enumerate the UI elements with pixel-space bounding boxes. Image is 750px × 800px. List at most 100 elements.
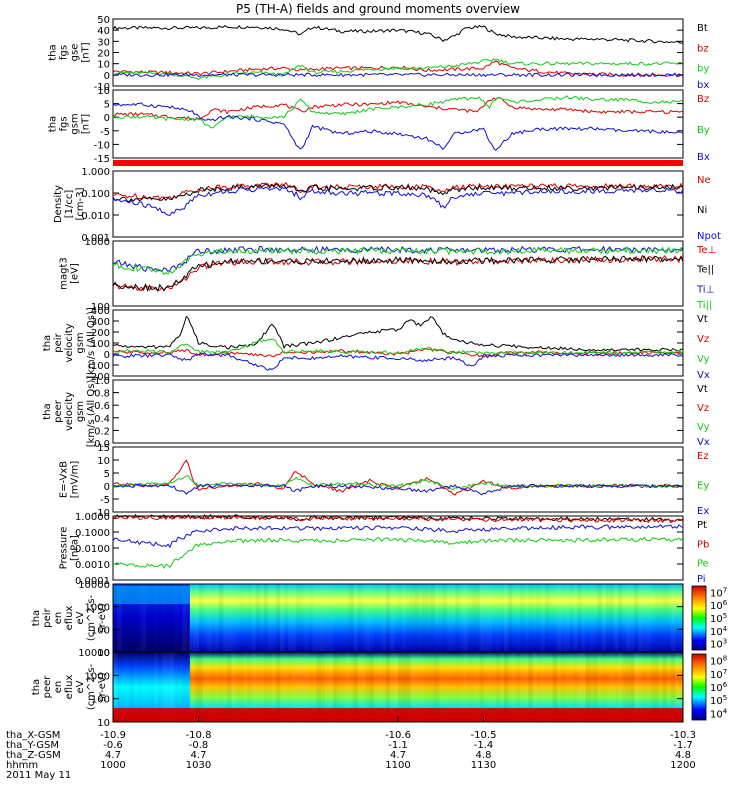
series-line-Pi <box>112 524 684 549</box>
y-axis-label: (cm^2-s- <box>86 594 97 641</box>
x-axis-row-label: tha_Z-GSM <box>6 750 61 761</box>
y-tick-label: 20 <box>97 49 110 60</box>
y-tick-label: 0.010 <box>81 211 110 222</box>
y-tick-label: 100 <box>91 339 110 350</box>
panel-peer_velocity: 1.0 0.80.6 0.40.2 0.0 tha peer velocity gsm [km/… <box>42 376 710 450</box>
spectrogram-column <box>540 652 546 722</box>
spectrogram-column <box>549 584 554 652</box>
spectrogram-active-region <box>189 584 683 652</box>
legend-entry: Vx <box>697 370 710 381</box>
legend-entry: by <box>697 64 709 75</box>
spectrogram-column <box>451 584 456 652</box>
series-line-Ni <box>112 183 684 203</box>
spectrogram-column <box>369 652 375 722</box>
colorbar-label: 106 <box>710 681 728 694</box>
spectrogram-column <box>402 652 407 722</box>
spectrogram-column <box>630 584 635 652</box>
spectrogram-column <box>500 584 505 652</box>
series-line-Pb <box>112 514 684 524</box>
x-axis-value: 1000 <box>100 760 125 771</box>
spectrogram-column <box>345 652 350 722</box>
figure-title: P5 (TH-A) fields and ground moments over… <box>236 2 520 16</box>
series-line-Ne <box>112 181 684 201</box>
y-axis-label: fgs <box>59 45 70 60</box>
panel-pressure: 1.0000 0.1000 0.0100 0.0010 0.0001 Pressure [n… <box>59 512 710 587</box>
spectrogram-column <box>650 584 655 652</box>
y-tick-label: -5 <box>100 495 110 506</box>
y-axis-label: tha <box>42 335 53 351</box>
y-tick-label: 400 <box>91 306 110 317</box>
spectrogram-column <box>239 584 244 652</box>
spectrogram-column <box>435 584 440 652</box>
y-axis-label: [1/cc] <box>64 190 75 219</box>
spectrogram-column <box>353 584 358 652</box>
legend-entry: Ti|| <box>696 300 712 311</box>
y-tick-label: 50 <box>97 15 110 26</box>
legend-entry: bz <box>697 43 709 54</box>
series-line-Pe <box>112 536 684 570</box>
spectrogram-column <box>410 652 415 722</box>
legend-entry: Bz <box>697 94 709 105</box>
spectrogram-column <box>552 652 558 722</box>
spectrogram-column <box>422 584 427 652</box>
spectrogram-column <box>663 584 668 652</box>
spectrogram-column <box>182 652 187 722</box>
panel-frame <box>112 446 684 513</box>
legend-entry: Vy <box>697 422 710 433</box>
spectrogram-column <box>341 584 346 652</box>
spectrogram-column <box>528 652 533 722</box>
y-tick-label: 0.0010 <box>75 560 110 571</box>
colorbar-label: 105 <box>710 612 727 625</box>
y-tick-label: 0 <box>104 350 110 361</box>
spectrogram-column <box>141 584 147 652</box>
spectrogram-column <box>507 584 513 652</box>
y-axis-label: magt3 <box>59 257 70 290</box>
spectrogram-column <box>577 584 582 652</box>
spectrogram-column <box>418 584 423 652</box>
y-tick-label: 10 <box>97 86 110 97</box>
spectrogram-column <box>227 584 232 652</box>
y-tick-label: 0.8 <box>94 389 110 400</box>
y-axis-label: tha <box>31 679 42 695</box>
series-line-By <box>112 95 684 129</box>
spectrogram-column <box>569 584 574 652</box>
y-axis-label: gsm <box>75 332 86 353</box>
panel-frame <box>112 89 684 159</box>
spectrogram-column <box>165 584 171 652</box>
spectrogram-column <box>524 652 529 722</box>
spectrogram-column <box>581 584 586 652</box>
spectrogram-column <box>536 584 541 652</box>
legend-entry: bx <box>697 80 709 91</box>
y-tick-label: -15 <box>94 154 110 165</box>
legend-entry: Vz <box>697 334 709 345</box>
spectrogram-column <box>328 652 334 722</box>
spectrogram-column <box>646 584 651 652</box>
y-tick-label: 10000 <box>78 580 110 591</box>
y-tick-label: 15 <box>97 443 110 454</box>
y-axis-label: Pressure <box>59 527 70 570</box>
spectrogram-column <box>231 584 236 652</box>
colorbar-label: 104 <box>710 625 728 638</box>
series-line-Ex <box>112 483 684 496</box>
colorbar <box>691 585 707 651</box>
y-axis-label: [km/s (All Qs)] <box>86 307 97 379</box>
y-axis-label: Density <box>53 185 64 223</box>
y-tick-label: 0.2 <box>94 426 110 437</box>
x-axis-row-label: hhmm <box>6 760 38 771</box>
spectrogram-column <box>385 584 391 652</box>
spectrogram-column <box>361 652 366 722</box>
spectrogram-column <box>483 584 489 652</box>
y-tick-label: 0.6 <box>94 401 110 412</box>
spectrogram-column <box>581 652 586 722</box>
x-axis-value: -10.5 <box>471 730 497 741</box>
spectrogram-column <box>667 584 672 652</box>
colorbar-label: 106 <box>710 599 728 612</box>
spectrogram-column <box>190 584 195 652</box>
spectrogram-column <box>194 584 199 652</box>
spectrogram-column <box>674 652 680 722</box>
spectrogram-column <box>471 584 476 652</box>
y-tick-label: 1.0 <box>94 376 110 387</box>
series-line-by <box>112 58 684 81</box>
spectrogram-column <box>345 584 350 652</box>
